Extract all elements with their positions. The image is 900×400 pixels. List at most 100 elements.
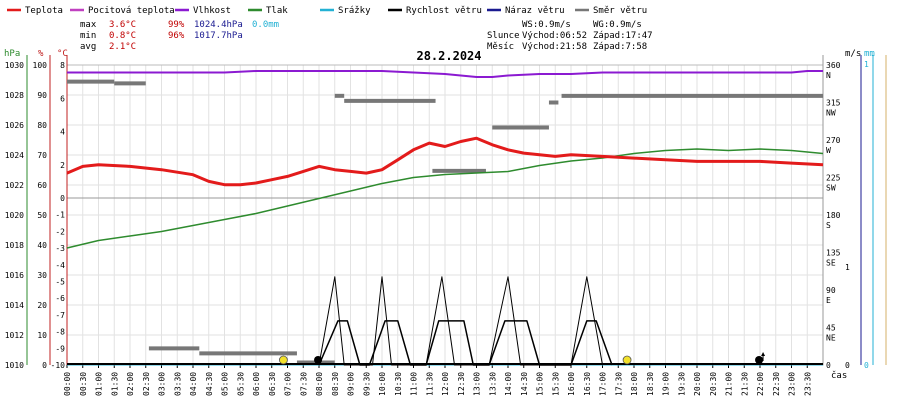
x-tick-label: 09:00 — [347, 372, 356, 396]
pressure-tick: 1020 — [5, 211, 24, 220]
humidity-tick: 60 — [37, 181, 47, 190]
grid — [66, 64, 824, 366]
humidity-line — [67, 70, 823, 78]
stat-label: min — [80, 31, 96, 41]
humidity-tick: 90 — [37, 91, 47, 100]
x-tick-label: 01:30 — [110, 372, 119, 396]
direction-label: SE — [826, 259, 836, 268]
direction-tick: 0 — [826, 361, 831, 370]
stat-humidity: 96% — [168, 31, 185, 41]
temperature-tick: -1 — [55, 211, 65, 220]
direction-tick: 45 — [826, 324, 836, 333]
legend-label: Srážky — [338, 6, 371, 16]
wind-tick: 1 — [845, 263, 850, 272]
stat-precipitation: 0.0mm — [252, 20, 279, 30]
moonset-time: Západ:7:58 — [593, 42, 647, 52]
x-tick-label: 17:30 — [614, 372, 623, 396]
stat-label: max — [80, 20, 97, 30]
temperature-tick: 4 — [60, 128, 65, 137]
direction-label: W — [826, 146, 831, 155]
wind-tick: 0 — [845, 361, 850, 370]
direction-tick: 315 — [826, 99, 841, 108]
stat-humidity: 99% — [168, 20, 185, 30]
moonset-marker — [314, 356, 323, 364]
x-tick-label: 04:30 — [205, 372, 214, 396]
humidity-tick: 0 — [42, 361, 47, 370]
x-tick-label: 23:30 — [803, 372, 812, 396]
pressure-tick: 1026 — [5, 121, 24, 130]
pressure-unit: hPa — [4, 49, 20, 59]
x-tick-label: 21:00 — [725, 372, 734, 396]
temperature-tick: -6 — [55, 294, 65, 303]
x-tick-label: 02:00 — [126, 372, 135, 396]
x-tick-label: 20:00 — [693, 372, 702, 396]
humidity-unit: % — [38, 49, 44, 59]
stat-label: avg — [80, 42, 96, 52]
legend-label: Teplota — [25, 6, 63, 16]
legend-label: Pocitová teplota — [88, 6, 175, 16]
direction-tick: 225 — [826, 174, 841, 183]
series — [66, 70, 824, 366]
x-tick-label: 05:30 — [236, 372, 245, 396]
stat-temperature: 3.6°C — [109, 20, 136, 30]
direction-label: N — [826, 71, 831, 80]
moonrise-arrowhead — [761, 352, 766, 356]
temperature-tick: -4 — [55, 261, 65, 270]
x-tick-label: 22:00 — [756, 372, 765, 396]
stats-panel: max 3.6°C 99% 1024.4hPa 0.0mm min 0.8°C 96% 1017… — [80, 20, 653, 52]
direction-label: S — [826, 221, 831, 230]
x-tick-label: 20:30 — [709, 372, 718, 396]
temperature-tick: -5 — [55, 278, 65, 287]
temperature-tick: -9 — [55, 344, 65, 353]
pressure-tick: 1010 — [5, 361, 24, 370]
pressure-tick: 1024 — [5, 151, 24, 160]
direction-tick: 360 — [826, 61, 841, 70]
x-tick-label: 07:00 — [284, 372, 293, 396]
axes: hPa% °C1030102810261024102210201018101610… — [4, 49, 887, 396]
x-tick-label: 17:00 — [599, 372, 608, 396]
temperature-line — [66, 136, 824, 187]
x-tick-label: 14:30 — [520, 372, 529, 396]
x-tick-label: 09:30 — [362, 372, 371, 396]
temperature-tick: -2 — [55, 227, 65, 236]
pressure-tick: 1014 — [5, 301, 24, 310]
temperature-tick: -7 — [55, 311, 65, 320]
x-tick-label: 22:30 — [772, 372, 781, 396]
stat-pressure: 1017.7hPa — [194, 31, 243, 41]
sunset-time: Západ:17:47 — [593, 31, 653, 41]
moonrise-time: Východ:21:58 — [522, 42, 587, 52]
moonrise-marker — [755, 356, 764, 364]
humidity-tick: 100 — [33, 61, 48, 70]
x-tick-label: 08:30 — [331, 372, 340, 396]
x-tick-label: 10:30 — [394, 372, 403, 396]
x-tick-label: 12:00 — [441, 372, 450, 396]
temperature-tick: 6 — [60, 94, 65, 103]
x-tick-label: 18:00 — [630, 372, 639, 396]
x-tick-label: 15:30 — [551, 372, 560, 396]
humidity-tick: 20 — [37, 301, 47, 310]
x-tick-label: 08:00 — [315, 372, 324, 396]
pressure-line — [66, 148, 824, 249]
x-tick-label: 18:30 — [646, 372, 655, 396]
x-tick-label: 19:30 — [677, 372, 686, 396]
precip-unit: mm — [864, 49, 875, 59]
humidity-tick: 50 — [37, 211, 47, 220]
stat-pressure: 1024.4hPa — [194, 20, 243, 30]
x-tick-label: 11:30 — [425, 372, 434, 396]
x-tick-label: 16:30 — [583, 372, 592, 396]
stat-temperature: 0.8°C — [109, 31, 136, 41]
temperature-tick: -3 — [55, 244, 65, 253]
pressure-tick: 1022 — [5, 181, 24, 190]
humidity-tick: 80 — [37, 121, 47, 130]
legend-label: Směr větru — [593, 6, 647, 16]
wind-gust-info: WG:0.9m/s — [593, 20, 642, 30]
direction-tick: 135 — [826, 249, 841, 258]
x-axis-label: čas — [831, 370, 847, 381]
direction-label: SW — [826, 184, 836, 193]
temperature-tick: -10 — [51, 361, 66, 370]
pressure-tick: 1016 — [5, 271, 24, 280]
x-tick-label: 05:00 — [221, 372, 230, 396]
x-tick-label: 13:30 — [488, 372, 497, 396]
x-tick-label: 16:00 — [567, 372, 576, 396]
